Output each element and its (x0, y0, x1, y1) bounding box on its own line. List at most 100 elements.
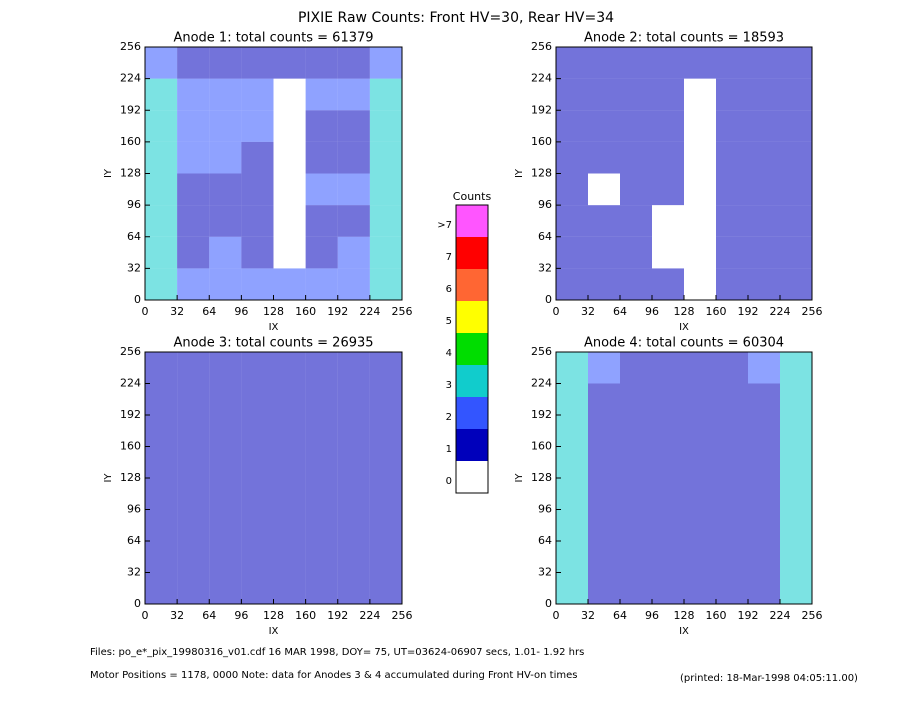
x-tick-label: 192 (738, 609, 759, 622)
heatmap-cell (369, 541, 402, 573)
x-axis-label: IX (269, 626, 279, 637)
heatmap-cell (177, 47, 210, 79)
colorbar-swatch (456, 301, 488, 333)
heatmap-cell (652, 205, 684, 237)
heatmap-cell (241, 110, 274, 142)
y-tick-label: 160 (120, 135, 141, 148)
heatmap-cell (748, 78, 780, 111)
heatmap-cell (620, 446, 652, 478)
heatmap-cell (305, 205, 338, 237)
footer-motor: Motor Positions = 1178, 0000 Note: data … (90, 670, 577, 681)
y-tick-label: 128 (531, 167, 552, 180)
heatmap-cell (177, 415, 210, 447)
y-tick-label: 256 (531, 40, 552, 53)
y-tick-label: 0 (134, 293, 141, 306)
heatmap-cell (209, 141, 242, 174)
heatmap-cell (684, 541, 716, 573)
heatmap-cell (748, 541, 780, 573)
heatmap-cell (177, 478, 210, 510)
heatmap-cell (337, 110, 370, 142)
heatmap-cell (684, 415, 716, 447)
heatmap-cell (588, 141, 620, 174)
heatmap-cell (620, 78, 652, 111)
heatmap-cell (652, 268, 684, 300)
heatmap-cell (241, 478, 274, 510)
heatmap-cell (780, 415, 812, 447)
heatmap-cell (369, 383, 402, 415)
heatmap-cell (748, 509, 780, 541)
heatmap-cell (273, 110, 306, 142)
x-tick-label: 0 (142, 305, 149, 318)
heatmap-cell (337, 572, 370, 604)
heatmap-cell (273, 572, 306, 604)
heatmap-cell (305, 415, 338, 447)
heatmap-cell (620, 205, 652, 237)
heatmap-cell (241, 268, 274, 300)
heatmap-cell (209, 205, 242, 237)
x-axis-label: IX (269, 322, 279, 333)
heatmap-cell (177, 383, 210, 415)
x-tick-label: 64 (613, 305, 627, 318)
heatmap-cell (337, 141, 370, 174)
heatmap-cell (209, 572, 242, 604)
x-tick-label: 32 (170, 609, 184, 622)
heatmap-cell (241, 415, 274, 447)
heatmap-cell (556, 383, 588, 415)
heatmap-cell (305, 572, 338, 604)
heatmap-cell (273, 47, 306, 79)
heatmap-cell (652, 541, 684, 573)
heatmap-cell (177, 268, 210, 300)
heatmap-cell (716, 205, 748, 237)
heatmap-cell (337, 478, 370, 510)
footer-printed: (printed: 18-Mar-1998 04:05:11.00) (680, 673, 858, 684)
x-tick-label: 96 (234, 305, 248, 318)
heatmap-cell (273, 478, 306, 510)
x-tick-label: 224 (359, 305, 380, 318)
y-tick-label: 192 (531, 408, 552, 421)
heatmap-cell (556, 415, 588, 447)
heatmap-cell (273, 352, 306, 384)
heatmap-cell (209, 236, 242, 269)
heatmap-cell (588, 415, 620, 447)
y-tick-label: 64 (538, 230, 552, 243)
heatmap-cell (209, 78, 242, 111)
heatmap-cell (684, 509, 716, 541)
heatmap-cell (620, 541, 652, 573)
heatmap-cell (241, 446, 274, 478)
heatmap-cell (369, 415, 402, 447)
colorbar-swatch (456, 397, 488, 429)
heatmap-cell (305, 141, 338, 174)
footer-files: Files: po_e*_pix_19980316_v01.cdf 16 MAR… (90, 647, 584, 658)
heatmap-cell (684, 352, 716, 384)
x-tick-label: 64 (202, 305, 216, 318)
heatmap-cell (588, 541, 620, 573)
heatmap-cell (716, 173, 748, 206)
y-axis-label: IY (514, 168, 525, 178)
heatmap-cell (556, 110, 588, 142)
heatmap-cell (780, 383, 812, 415)
heatmap-cell (588, 446, 620, 478)
colorbar-label: 3 (446, 380, 452, 391)
heatmap-cell (684, 110, 716, 142)
heatmap-cell (556, 572, 588, 604)
heatmap-cell (273, 415, 306, 447)
x-tick-label: 192 (327, 609, 348, 622)
x-tick-label: 192 (327, 305, 348, 318)
heatmap-cell (556, 47, 588, 79)
heatmap-cell (369, 572, 402, 604)
y-tick-label: 0 (545, 293, 552, 306)
heatmap-cell (652, 446, 684, 478)
heatmap-cell (588, 110, 620, 142)
heatmap-cell (209, 446, 242, 478)
heatmap-cell (620, 383, 652, 415)
heatmap-cell (209, 383, 242, 415)
heatmap-cell (588, 205, 620, 237)
y-tick-label: 160 (531, 440, 552, 453)
heatmap-cell (588, 383, 620, 415)
heatmap-cell (652, 47, 684, 79)
heatmap-cell (652, 78, 684, 111)
heatmap-cell (620, 352, 652, 384)
y-tick-label: 96 (127, 198, 141, 211)
heatmap-cell (145, 141, 178, 174)
